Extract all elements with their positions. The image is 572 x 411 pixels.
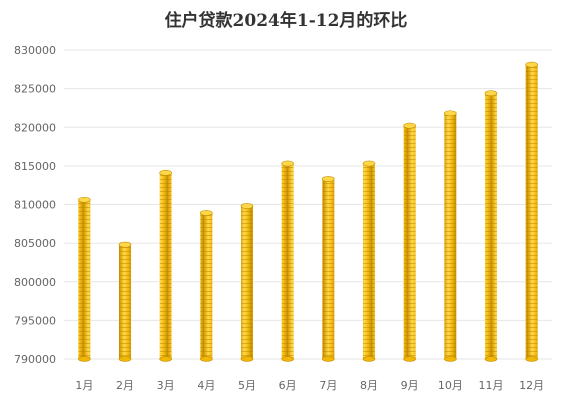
x-tick-label: 7月 bbox=[319, 379, 337, 392]
bar bbox=[444, 113, 457, 359]
bar-10月 bbox=[444, 110, 457, 362]
x-tick-label: 4月 bbox=[197, 379, 215, 392]
chart-title: 住户贷款2024年1-12月的环比 bbox=[164, 11, 408, 31]
y-tick-label: 795000 bbox=[14, 314, 56, 327]
bar bbox=[322, 179, 335, 359]
bar bbox=[78, 199, 91, 359]
bar-2月 bbox=[118, 241, 132, 362]
bar-3月 bbox=[159, 169, 172, 362]
bar-top-cap bbox=[200, 210, 213, 216]
y-axis-ticks: 790000 795000 800000 805000 810000 815000 8200… bbox=[14, 44, 56, 366]
bar-top-cap bbox=[484, 90, 498, 97]
x-tick-label: 11月 bbox=[479, 379, 504, 392]
y-tick-label: 800000 bbox=[14, 276, 56, 289]
x-tick-label: 3月 bbox=[157, 379, 175, 392]
bar-top-cap bbox=[78, 196, 91, 203]
x-tick-label: 8月 bbox=[360, 379, 378, 392]
bar-base-cap bbox=[281, 356, 294, 362]
x-tick-label: 1月 bbox=[75, 379, 93, 392]
bar bbox=[119, 244, 131, 359]
bar-11月 bbox=[484, 90, 498, 362]
bar-base-cap bbox=[240, 356, 254, 362]
bar-top-cap bbox=[322, 176, 335, 182]
bar-base-cap bbox=[525, 356, 538, 362]
bar-top-cap bbox=[281, 160, 294, 167]
y-tick-label: 810000 bbox=[14, 199, 56, 212]
bar-top-cap bbox=[525, 61, 538, 68]
bar-base-cap bbox=[484, 356, 498, 362]
bar-base-cap bbox=[444, 356, 457, 362]
bar-base-cap bbox=[159, 356, 172, 362]
bar-1月 bbox=[78, 196, 91, 362]
bar-base-cap bbox=[322, 356, 335, 362]
y-tick-label: 830000 bbox=[14, 44, 56, 57]
bar-7月 bbox=[322, 176, 335, 362]
bar bbox=[241, 206, 253, 359]
bar-8月 bbox=[362, 160, 376, 362]
x-tick-label: 2月 bbox=[116, 379, 134, 392]
bar-base-cap bbox=[403, 356, 416, 362]
bar-base-cap bbox=[200, 356, 213, 362]
x-tick-label: 6月 bbox=[279, 379, 297, 392]
bar bbox=[525, 64, 538, 360]
bar bbox=[159, 172, 172, 359]
bar-base-cap bbox=[78, 356, 91, 362]
y-tick-label: 805000 bbox=[14, 237, 56, 250]
bar-top-cap bbox=[362, 160, 376, 167]
x-tick-label: 12月 bbox=[519, 379, 544, 392]
bar bbox=[281, 163, 294, 359]
bar-top-cap bbox=[159, 169, 172, 176]
bar-9月 bbox=[403, 122, 416, 362]
x-tick-label: 9月 bbox=[401, 379, 419, 392]
x-tick-label: 5月 bbox=[238, 379, 256, 392]
bar-6月 bbox=[281, 160, 294, 362]
y-tick-label: 820000 bbox=[14, 121, 56, 134]
bar-top-cap bbox=[240, 203, 254, 209]
bar-top-cap bbox=[444, 110, 457, 117]
x-axis-ticks: 1月 2月 3月 4月 5月 6月 7月 8月 9月 10月 11月 12月 bbox=[75, 379, 544, 392]
bar-4月 bbox=[200, 210, 213, 362]
grid-lines bbox=[64, 49, 552, 360]
y-tick-label: 825000 bbox=[14, 83, 56, 96]
y-tick-label: 790000 bbox=[14, 353, 56, 366]
bar bbox=[403, 125, 416, 359]
bar bbox=[363, 163, 375, 359]
bar bbox=[485, 93, 497, 359]
bars bbox=[78, 61, 538, 362]
bar bbox=[200, 212, 213, 359]
bar-base-cap bbox=[118, 356, 132, 362]
bar-top-cap bbox=[118, 241, 132, 248]
bar-base-cap bbox=[362, 356, 376, 362]
bar-5月 bbox=[240, 203, 254, 362]
y-tick-label: 815000 bbox=[14, 160, 56, 173]
bar-top-cap bbox=[403, 122, 416, 129]
x-tick-label: 10月 bbox=[438, 379, 463, 392]
bar-12月 bbox=[525, 61, 538, 362]
